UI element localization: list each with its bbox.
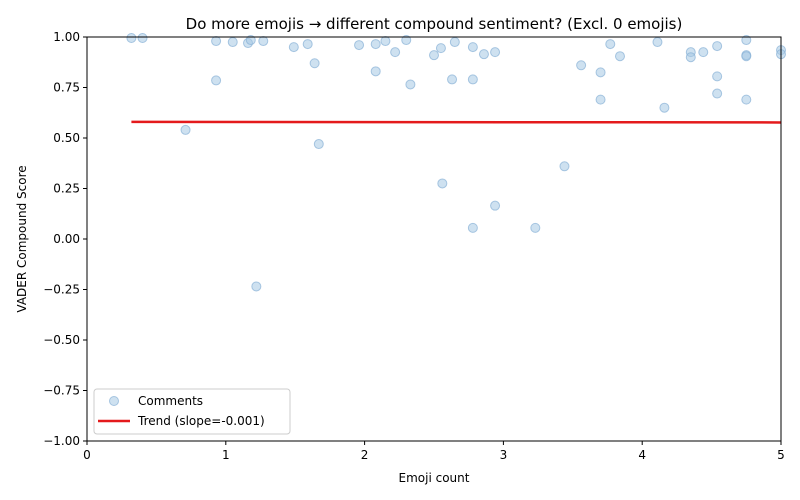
data-point: [530, 222, 541, 233]
data-point: [370, 39, 381, 50]
y-tick-label: −0.75: [43, 384, 80, 398]
data-point: [309, 58, 320, 69]
data-point: [401, 35, 412, 46]
chart-title: Do more emojis → different compound sent…: [186, 15, 683, 33]
data-point: [390, 47, 401, 58]
data-point: [712, 41, 723, 52]
x-axis-title: Emoji count: [399, 471, 470, 485]
y-tick-label: 0.75: [53, 81, 80, 95]
data-point: [685, 52, 696, 63]
data-point: [302, 39, 313, 50]
y-tick-label: −0.25: [43, 283, 80, 297]
y-axis-title: VADER Compound Score: [15, 165, 29, 312]
x-tick-label: 5: [777, 448, 785, 462]
data-point: [251, 281, 262, 292]
legend-marker-comments: [109, 396, 119, 406]
data-point: [180, 124, 191, 135]
data-point: [437, 178, 448, 189]
data-point: [652, 37, 663, 48]
y-tick-label: 0.50: [53, 131, 80, 145]
y-tick-label: −1.00: [43, 434, 80, 448]
x-tick-label: 0: [83, 448, 91, 462]
legend-label-trend: Trend (slope=-0.001): [137, 414, 265, 428]
data-point: [659, 102, 670, 113]
x-tick-label: 4: [638, 448, 646, 462]
data-point: [605, 39, 616, 50]
data-point: [698, 47, 709, 58]
x-tick-label: 3: [500, 448, 508, 462]
data-point: [245, 35, 256, 46]
data-point: [380, 36, 391, 47]
data-point: [288, 42, 299, 53]
data-point: [614, 51, 625, 62]
data-point: [354, 40, 365, 51]
data-point: [490, 200, 501, 211]
data-point: [741, 51, 752, 62]
data-point: [490, 47, 501, 58]
y-tick-label: 1.00: [53, 30, 80, 44]
trend-layer: [131, 120, 782, 124]
data-point: [137, 33, 148, 44]
data-point: [712, 88, 723, 99]
x-tick-label: 2: [361, 448, 369, 462]
data-point: [467, 74, 478, 85]
y-axis-ticks: −1.00 −0.75 −0.50 −0.25 0.00 0.25 0.50 0.75 1.00: [43, 30, 87, 448]
data-point: [478, 49, 489, 60]
data-point: [370, 66, 381, 77]
data-point: [258, 36, 269, 47]
data-point: [435, 43, 446, 54]
axes-frame: [86, 36, 782, 442]
points-layer: [126, 33, 786, 292]
data-point: [741, 94, 752, 105]
data-point: [227, 37, 238, 48]
data-point: [313, 139, 324, 150]
data-point: [429, 50, 439, 61]
data-point: [126, 33, 137, 44]
data-point: [467, 222, 478, 233]
data-point: [595, 67, 606, 78]
x-axis-ticks: 0 1 2 3 4 5: [83, 441, 785, 462]
trend-line: [131, 120, 782, 124]
data-point: [712, 71, 723, 82]
x-tick-label: 1: [222, 448, 230, 462]
y-tick-label: −0.50: [43, 333, 80, 347]
legend-label-comments: Comments: [138, 394, 203, 408]
data-point: [211, 36, 222, 47]
y-tick-label: 0.25: [53, 182, 80, 196]
data-point: [211, 75, 222, 86]
y-tick-label: 0.00: [53, 232, 80, 246]
data-point: [467, 42, 478, 53]
data-point: [576, 60, 587, 71]
data-point: [595, 94, 606, 105]
data-point: [559, 161, 570, 172]
data-point: [447, 74, 458, 85]
legend-box: [93, 388, 291, 435]
data-point: [449, 37, 460, 48]
data-point: [741, 35, 752, 46]
legend: Comments Trend (slope=-0.001): [93, 388, 291, 435]
data-point: [405, 79, 416, 90]
